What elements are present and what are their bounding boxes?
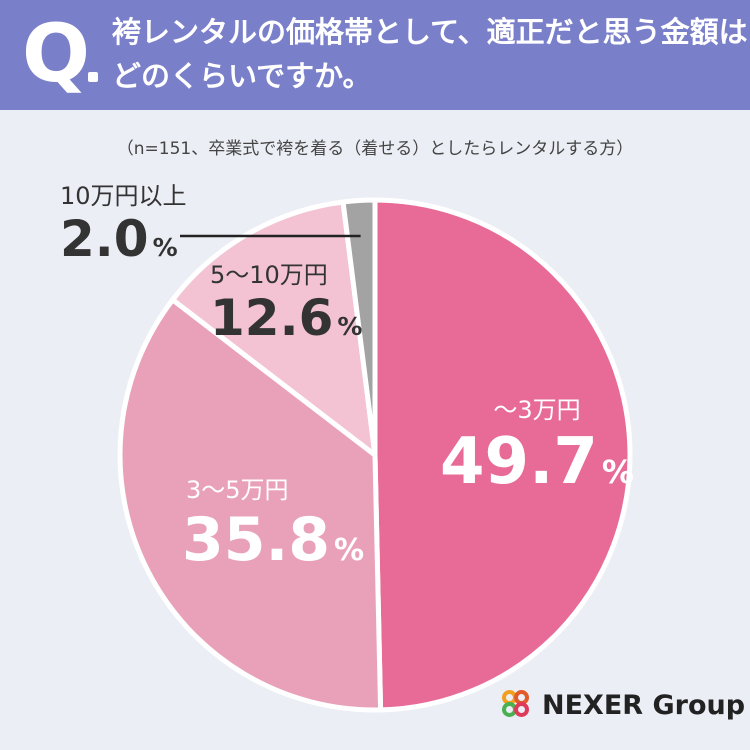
pie-slice-1 xyxy=(117,297,384,713)
slice-value: 12.6% xyxy=(210,289,363,347)
slice-value: 49.7% xyxy=(440,425,634,499)
question-line-1: 袴レンタルの価格帯として、適正だと思う金額は xyxy=(112,15,748,49)
slice-label-3to5man: 3〜5万円 35.8% xyxy=(182,478,364,570)
q-dot xyxy=(88,72,98,82)
question-header: Q 袴レンタルの価格帯として、適正だと思う金額は どのくらいですか。 xyxy=(0,0,750,110)
pie-slice-0 xyxy=(372,197,633,713)
question-line-2: どのくらいですか。 xyxy=(112,59,372,93)
pie-slice-2 xyxy=(170,199,378,458)
slice-label-over-10man: 10万円以上 2.0% xyxy=(60,184,187,264)
sample-note: （n=151、卒業式で袴を着る（着せる）としたらレンタルする方） xyxy=(116,139,634,159)
pie-slice-3 xyxy=(340,197,378,458)
slice-value: 35.8% xyxy=(182,505,365,575)
nexer-logo: NEXER Group xyxy=(498,686,745,726)
logo-text: NEXER Group xyxy=(542,690,746,721)
slice-category: 〜3万円 xyxy=(493,396,581,424)
q-mark: Q xyxy=(22,7,91,100)
slice-value: 2.0% xyxy=(60,210,178,268)
slice-category: 5〜10万円 xyxy=(210,261,328,289)
slice-label-5to10man: 5〜10万円 12.6% xyxy=(210,263,362,343)
slice-label-under-3man: 〜3万円 49.7% xyxy=(440,398,634,494)
slice-category: 10万円以上 xyxy=(60,182,187,210)
slice-category: 3〜5万円 xyxy=(186,476,289,504)
